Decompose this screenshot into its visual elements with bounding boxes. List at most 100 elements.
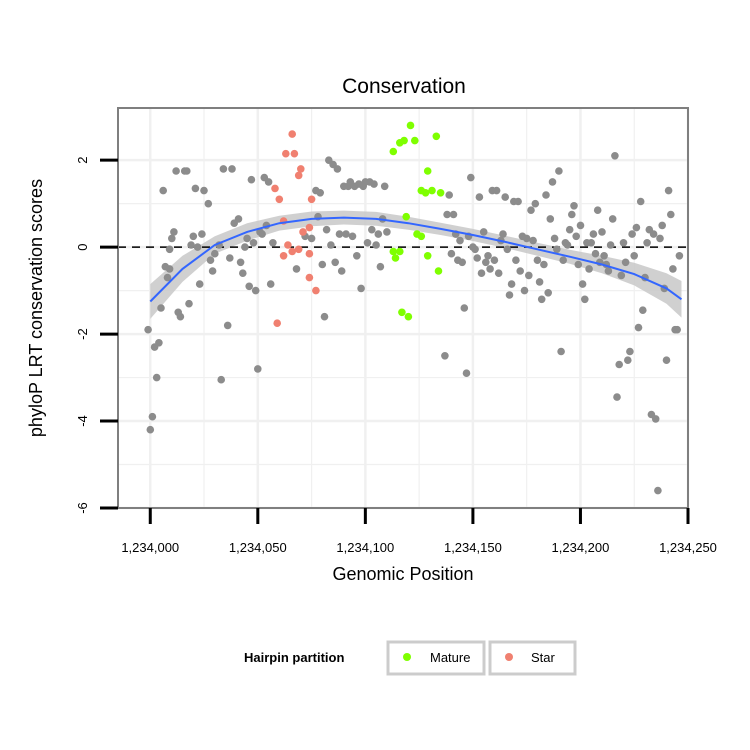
- data-point-mature: [389, 147, 398, 156]
- data-point-other: [155, 339, 163, 347]
- data-point-other: [226, 254, 234, 262]
- data-point-other: [460, 304, 469, 312]
- data-point-other: [211, 249, 219, 258]
- data-point-other: [542, 191, 550, 199]
- data-point-other: [486, 265, 494, 273]
- data-point-other: [581, 295, 589, 304]
- data-point-other: [494, 269, 503, 278]
- data-point-mature: [417, 232, 426, 241]
- y-tick-label: -6: [75, 502, 90, 514]
- data-point-other: [449, 210, 458, 219]
- legend-title: Hairpin partition: [244, 650, 344, 665]
- smooth-layer: [149, 216, 683, 303]
- data-point-mature: [428, 186, 436, 195]
- data-point-other: [264, 178, 273, 186]
- data-point-other: [522, 234, 531, 243]
- panel-background: [118, 108, 688, 508]
- data-point-other: [565, 225, 574, 234]
- data-point-other: [342, 230, 350, 238]
- data-point-other: [555, 167, 563, 175]
- data-point-other: [527, 206, 535, 214]
- data-point-other: [467, 173, 475, 182]
- data-point-star: [305, 273, 314, 282]
- data-point-other: [651, 415, 660, 423]
- x-tick-label: 1,234,150: [444, 540, 502, 555]
- data-point-other: [443, 210, 451, 219]
- data-point-other: [604, 267, 613, 275]
- data-point-other: [372, 241, 380, 249]
- data-point-other: [658, 221, 666, 230]
- data-point-other: [363, 239, 372, 247]
- data-point-other: [200, 186, 208, 195]
- data-point-other: [492, 186, 501, 195]
- data-point-mature: [404, 312, 413, 321]
- data-point-other: [587, 239, 595, 247]
- data-point-other: [568, 210, 576, 219]
- data-point-other: [157, 304, 165, 312]
- data-point-mature: [402, 212, 411, 221]
- data-point-other: [266, 280, 275, 288]
- data-point-star: [284, 241, 292, 249]
- data-point-other: [667, 210, 675, 219]
- data-point-other: [621, 258, 630, 267]
- data-point-other: [447, 249, 456, 258]
- data-point-other: [318, 260, 327, 269]
- data-point-other: [337, 267, 346, 275]
- data-point-other: [639, 306, 647, 315]
- data-point-other: [477, 269, 486, 278]
- data-point-other: [168, 234, 176, 243]
- data-point-other: [654, 486, 662, 495]
- data-point-other: [165, 245, 174, 254]
- data-point-other: [331, 258, 340, 267]
- data-point-other: [585, 265, 593, 273]
- data-point-other: [198, 230, 206, 238]
- data-point-star: [288, 247, 297, 256]
- data-point-other: [675, 252, 684, 260]
- data-point-other: [664, 186, 673, 195]
- data-point-other: [617, 271, 626, 280]
- data-point-other: [591, 249, 600, 258]
- data-point-other: [576, 221, 585, 230]
- data-point-other: [544, 289, 552, 297]
- data-point-other: [152, 373, 161, 382]
- data-point-other: [441, 352, 449, 360]
- data-point-mature: [406, 121, 415, 130]
- data-point-other: [144, 325, 152, 334]
- data-point-other: [559, 256, 567, 265]
- data-point-other: [615, 360, 623, 369]
- y-axis: -6 -4 -2 0 2: [75, 157, 118, 514]
- data-point-star: [294, 245, 303, 254]
- data-point-other: [327, 241, 335, 249]
- data-point-other: [335, 230, 344, 238]
- data-point-other: [634, 323, 643, 332]
- data-point-mature: [400, 136, 408, 145]
- data-point-other: [550, 234, 559, 243]
- data-point-other: [557, 347, 565, 356]
- data-point-star: [271, 184, 279, 193]
- data-point-other: [269, 239, 277, 247]
- data-point-other: [572, 232, 580, 241]
- data-point-star: [307, 195, 316, 204]
- x-tick-label: 1,234,200: [552, 540, 610, 555]
- data-point-other: [619, 239, 628, 247]
- data-point-other: [630, 252, 638, 260]
- data-point-other: [241, 243, 249, 251]
- x-tick-label: 1,234,250: [659, 540, 717, 555]
- data-point-other: [374, 230, 383, 238]
- data-point-star: [299, 228, 307, 236]
- data-point-other: [208, 267, 217, 275]
- data-point-other: [546, 215, 555, 223]
- data-point-other: [578, 280, 587, 288]
- data-point-other: [185, 299, 193, 308]
- x-axis-title: Genomic Position: [332, 564, 473, 584]
- data-point-other: [159, 186, 167, 195]
- data-point-other: [245, 282, 253, 291]
- y-axis-title: phyloP LRT conservation scores: [26, 179, 46, 437]
- data-point-other: [380, 182, 389, 191]
- data-point-other: [475, 193, 484, 201]
- data-point-mature: [432, 132, 441, 141]
- data-point-other: [505, 291, 514, 299]
- data-point-mature: [423, 167, 432, 175]
- data-point-other: [512, 256, 520, 265]
- data-point-mature: [436, 189, 445, 197]
